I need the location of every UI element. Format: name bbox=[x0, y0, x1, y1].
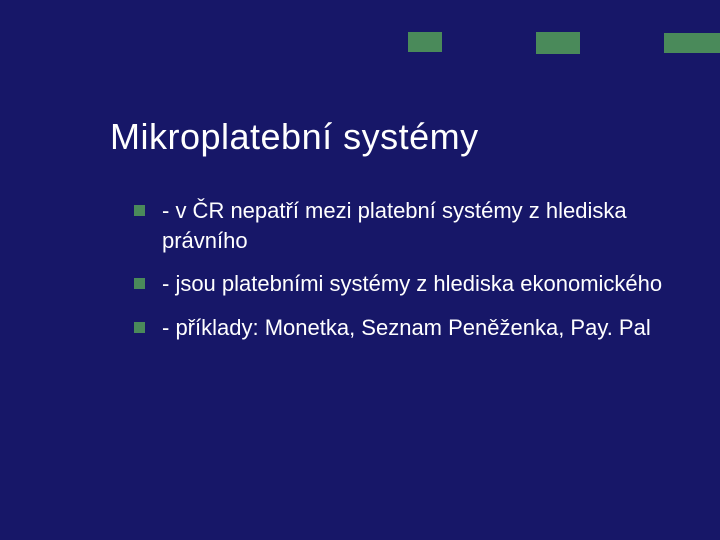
accent-block bbox=[408, 32, 442, 52]
bullet-text: - příklady: Monetka, Seznam Peněženka, P… bbox=[162, 315, 651, 340]
header-decoration bbox=[0, 32, 720, 56]
bullet-text: - jsou platebními systémy z hlediska eko… bbox=[162, 271, 662, 296]
bullet-square-icon bbox=[134, 205, 145, 216]
list-item: - příklady: Monetka, Seznam Peněženka, P… bbox=[134, 313, 670, 343]
bullet-list: - v ČR nepatří mezi platební systémy z h… bbox=[110, 196, 670, 343]
list-item: - v ČR nepatří mezi platební systémy z h… bbox=[134, 196, 670, 255]
slide-title: Mikroplatební systémy bbox=[110, 116, 670, 158]
slide-content: Mikroplatební systémy - v ČR nepatří mez… bbox=[110, 116, 670, 357]
bullet-square-icon bbox=[134, 278, 145, 289]
accent-block bbox=[664, 33, 720, 53]
list-item: - jsou platebními systémy z hlediska eko… bbox=[134, 269, 670, 299]
bullet-text: - v ČR nepatří mezi platební systémy z h… bbox=[162, 198, 627, 253]
bullet-square-icon bbox=[134, 322, 145, 333]
accent-block bbox=[536, 32, 580, 54]
